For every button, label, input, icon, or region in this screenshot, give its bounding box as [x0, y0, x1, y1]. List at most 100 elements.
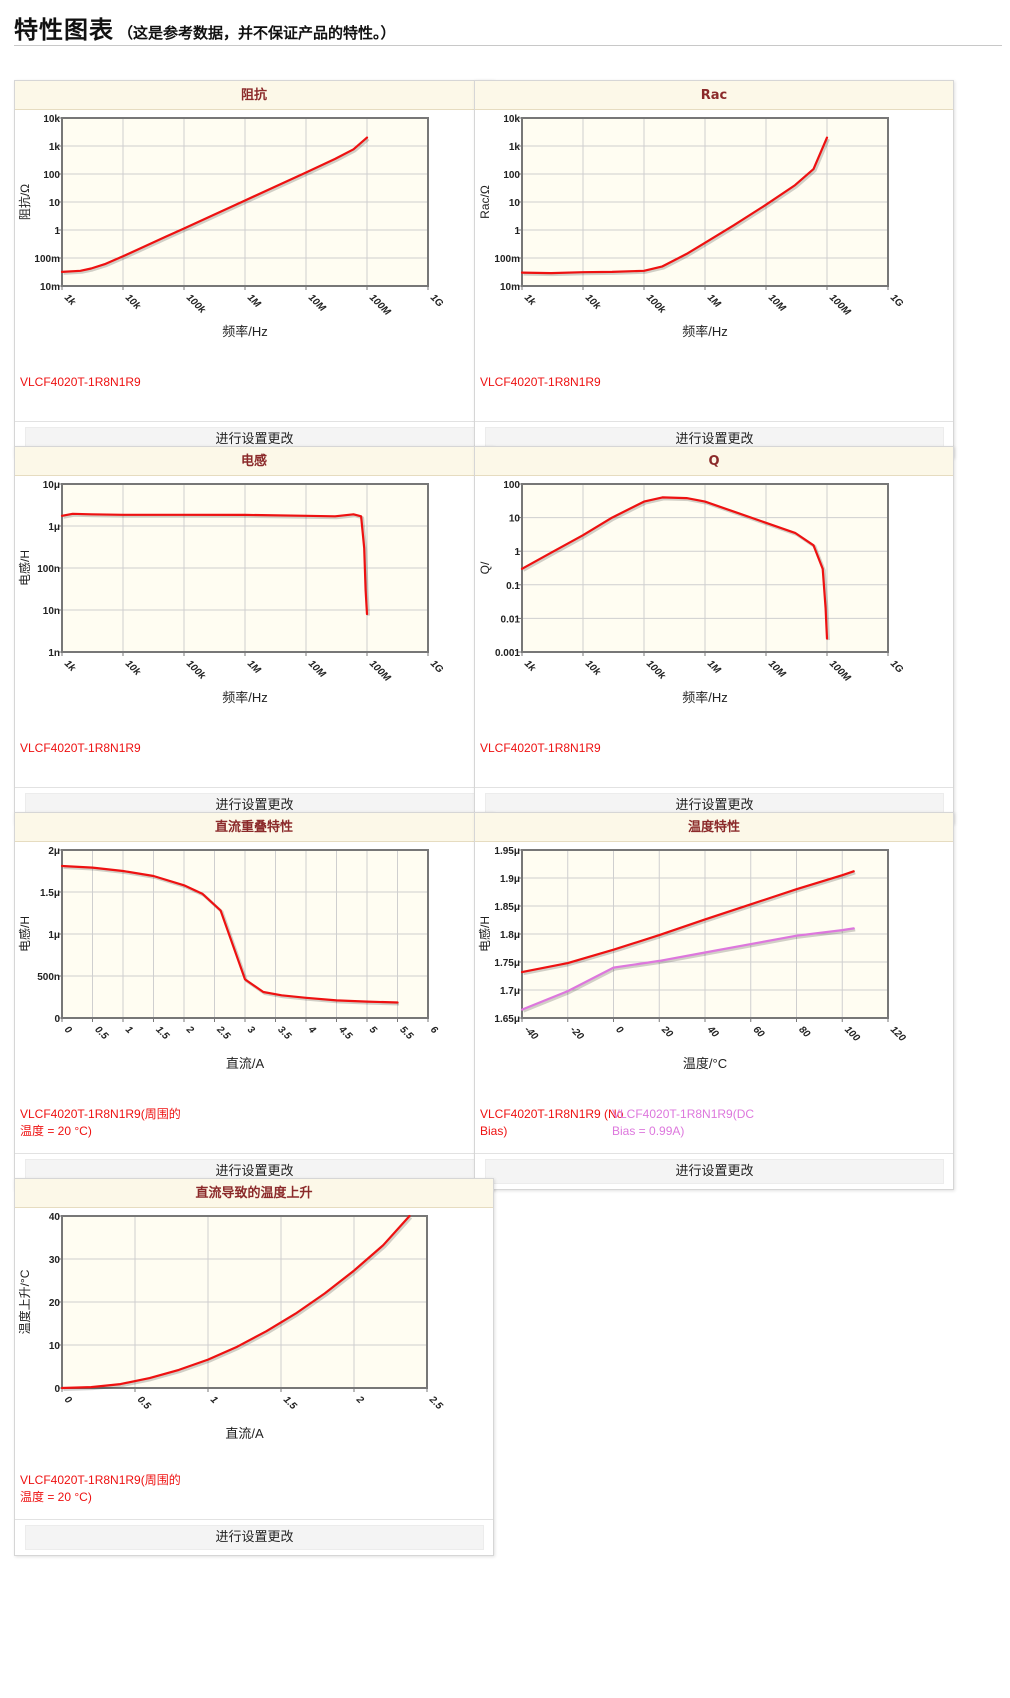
x-tick-label-100k: 100k: [644, 658, 668, 682]
plot-frame: [521, 117, 889, 287]
x-tick-label-0: 0: [62, 1394, 74, 1406]
x-tick-label-1: 1: [208, 1394, 220, 1406]
chart-impedance: 1k 10k 100k 1M 10M 100M 1G 10m 100m 1 10 100 1k 10k 频率…: [17, 114, 445, 339]
x-tick-label-1g: 1G: [428, 292, 445, 309]
y-tick-label-1-8: 1.8μ: [500, 930, 520, 941]
x-tick-label-10k: 10k: [123, 292, 143, 312]
x-tick-label-60: 60: [751, 1024, 767, 1040]
chart-title: 温度特性: [475, 813, 953, 842]
chart-temperature: -40 -20 0 20 40 60 80 100 120 1.65μ 1.7μ 1.75μ 1.8μ 1…: [477, 846, 908, 1071]
y-tick-label-1k: 1k: [49, 142, 61, 153]
x-tick-label-0: 0: [613, 1024, 625, 1036]
chart-title: 直流重叠特性: [15, 813, 493, 842]
x-tick-label-100m: 100M: [827, 292, 853, 318]
x-tick-label-10m: 10M: [306, 658, 328, 680]
x-tick-label-1k: 1k: [62, 292, 78, 308]
y-tick-label-10: 10: [49, 198, 61, 209]
y-tick-label-20: 20: [49, 1298, 61, 1309]
x-tick-label-1m: 1M: [245, 658, 263, 676]
y-tick-label-1: 1: [514, 226, 520, 237]
series-line-0: [520, 136, 829, 275]
x-axis-label: 频率/Hz: [682, 690, 728, 705]
legend-item-0: VLCF4020T-1R8N1R9: [480, 741, 601, 755]
series-shadow: [63, 1216, 413, 1391]
y-axis-label: 电感/H: [17, 550, 32, 586]
x-tick-label-1m: 1M: [245, 292, 263, 310]
legend: VLCF4020T-1R8N1R9: [20, 740, 490, 780]
chart-title: Rac: [475, 81, 953, 110]
x-tick-label-0-5: 0.5: [92, 1024, 110, 1042]
page-title: 特性图表 （这是参考数据，并不保证产品的特性。）: [14, 16, 396, 44]
y-axis-label: Rac/Ω: [478, 185, 492, 219]
legend-item-0: VLCF4020T-1R8N1R9(周围的温度 = 20 °C): [20, 1473, 181, 1504]
series-shadow: [63, 513, 370, 616]
plot-frame: [61, 849, 429, 1019]
x-tick-label-1m: 1M: [705, 292, 723, 310]
change-settings-button[interactable]: 进行设置更改: [25, 1525, 484, 1550]
x-tick-label-1k: 1k: [522, 292, 538, 308]
legend: VLCF4020T-1R8N1R9(周围的温度 = 20 °C): [20, 1472, 490, 1512]
y-tick-label-10: 10μ: [43, 480, 60, 491]
y-tick-label-10k: 10k: [43, 114, 60, 125]
x-tick-label-100m: 100M: [367, 658, 393, 684]
x-tick-label-20: -20: [568, 1024, 586, 1042]
y-tick-label-0-1: 0.1: [506, 581, 520, 592]
x-tick-label-100: 100: [842, 1024, 862, 1044]
chart-card-q: Q 1k 10k 100k 1M 10M 100M 1G 0.001 0.01 0.1 1 10 100 频…: [474, 446, 954, 824]
x-tick-label-10k: 10k: [583, 292, 603, 312]
chart-dc-superposition: 0 0.5 1 1.5 2 2.5 3 3.5 4 4.5 5 5.5 6 0 500n 1μ 1.5μ 2μ 直流…: [17, 846, 440, 1071]
x-tick-label-80: 80: [796, 1024, 812, 1040]
x-tick-label-6: 6: [428, 1024, 440, 1036]
y-tick-label-1: 1: [514, 547, 520, 558]
x-tick-label-1m: 1M: [705, 658, 723, 676]
y-tick-label-1-7: 1.7μ: [500, 986, 520, 997]
x-tick-label-1g: 1G: [888, 292, 905, 309]
legend: VLCF4020T-1R8N1R9: [480, 374, 950, 414]
series-shadow: [523, 871, 856, 976]
y-axis-label: Q/: [478, 561, 492, 574]
y-tick-label-30: 30: [49, 1255, 61, 1266]
x-tick-label-2: 2: [353, 1394, 366, 1407]
chart-temp-rise: 0 0.5 1 1.5 2 2.5 0 10 20 30 40 直流/A 温度上升/°C: [17, 1212, 445, 1441]
series-line-1: [520, 927, 855, 1011]
y-tick-label-1-9: 1.9μ: [500, 874, 520, 885]
legend-item-0: VLCF4020T-1R8N1R9(周围的温度 = 20 °C): [20, 1107, 181, 1138]
y-tick-label-1-95: 1.95μ: [494, 846, 520, 857]
plot-frame: [61, 1215, 428, 1389]
series-shadow: [523, 138, 830, 277]
x-tick-label-100k: 100k: [644, 292, 668, 316]
x-tick-label-100m: 100M: [367, 292, 393, 318]
x-tick-label-40: 40: [704, 1024, 721, 1041]
x-tick-label-1g: 1G: [428, 658, 445, 675]
plot-frame: [61, 483, 429, 653]
chart-card-dc-superposition: 直流重叠特性 0 0.5 1 1.5 2 2.5 3 3.5 4 4.5 5 5.5 6 0 500n 1μ 1.…: [14, 812, 494, 1190]
legend-item-0: VLCF4020T-1R8N1R9: [20, 741, 141, 755]
x-tick-label-10k: 10k: [123, 658, 143, 678]
x-tick-label-100k: 100k: [184, 292, 208, 316]
page-subtitle: （这是参考数据，并不保证产品的特性。）: [118, 24, 396, 42]
y-tick-label-500n: 500n: [37, 972, 60, 983]
y-tick-label-10m: 10m: [40, 282, 60, 293]
x-tick-label-10m: 10M: [766, 292, 788, 314]
legend: VLCF4020T-1R8N1R9 (No Bias) VLCF4020T-1R8…: [480, 1106, 950, 1146]
legend: VLCF4020T-1R8N1R9: [480, 740, 950, 780]
series-line-0: [60, 136, 369, 273]
y-tick-label-100n: 100n: [37, 564, 60, 575]
legend: VLCF4020T-1R8N1R9: [20, 374, 490, 414]
x-axis-label: 直流/A: [225, 1426, 264, 1441]
x-tick-label-1: 1: [123, 1024, 135, 1036]
x-tick-label-2: 2: [183, 1024, 196, 1037]
x-tick-label-4-5: 4.5: [336, 1024, 355, 1043]
chart-inductance: 1k 10k 100k 1M 10M 100M 1G 1n 10n 100n 1μ 10μ 频率/Hz 电…: [17, 480, 445, 705]
x-tick-label-3-5: 3.5: [275, 1024, 293, 1042]
x-tick-label-3: 3: [245, 1024, 257, 1036]
y-tick-label-1-5: 1.5μ: [40, 888, 60, 899]
plot-frame: [521, 849, 889, 1019]
x-axis-label: 频率/Hz: [222, 690, 268, 705]
chart-rac: 1k 10k 100k 1M 10M 100M 1G 10m 100m 1 10 100 1k 10k 频率…: [478, 114, 905, 339]
page-header: 特性图表 （这是参考数据，并不保证产品的特性。）: [14, 8, 1002, 46]
y-tick-label-10k: 10k: [503, 114, 520, 125]
change-settings-button[interactable]: 进行设置更改: [485, 1159, 944, 1184]
y-tick-label-10: 10: [509, 198, 521, 209]
y-tick-label-1-75: 1.75μ: [494, 958, 520, 969]
